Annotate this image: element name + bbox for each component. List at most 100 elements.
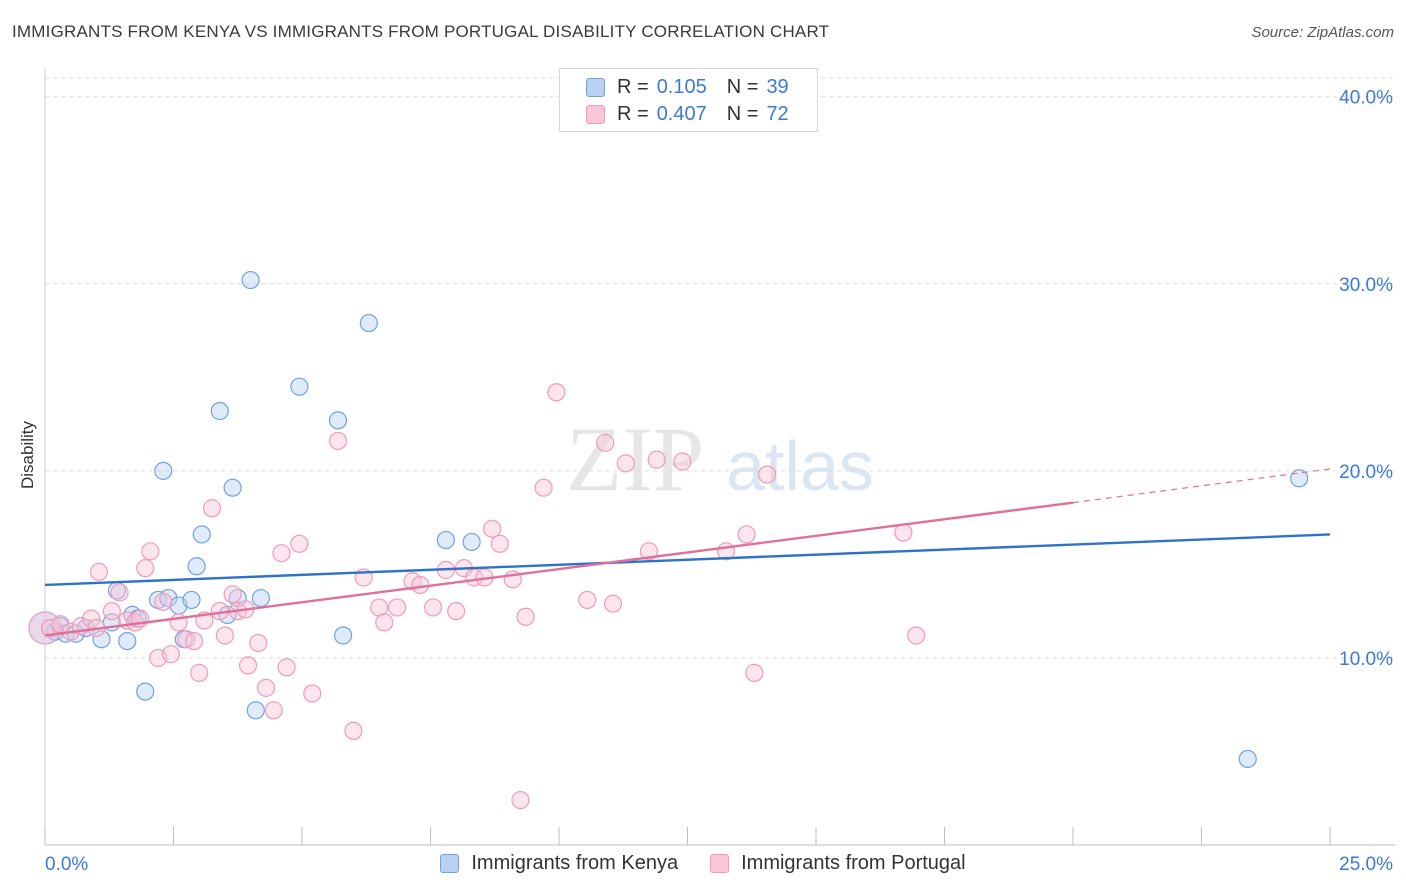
kenya-trend-line [44,533,1331,587]
portugal-point-16 [161,645,181,664]
legend-row-kenya: R = 0.105 N = 39 [586,75,789,99]
kenya-point-18 [182,590,201,610]
kenya-point-35 [1238,749,1257,769]
kenya-point-29 [328,411,348,430]
watermark-atlas: atlas [726,427,874,505]
portugal-point-62 [647,450,666,469]
portugal-point-7 [102,602,121,621]
portugal-point-54 [516,607,535,626]
kenya-point-32 [436,530,456,550]
portugal-point-57 [578,590,597,610]
portugal-point-22 [202,499,222,518]
legend-n-label: N = [726,75,759,98]
portugal-point-34 [290,534,309,553]
watermark-zip: ZIP [566,408,704,510]
portugal-point-6 [89,562,109,581]
portugal-point-68 [894,523,913,542]
portugal-point-60 [616,454,635,473]
portugal-trend-line [44,501,1074,637]
portugal-point-30 [256,678,276,697]
portugal-point-69 [907,626,926,645]
portugal-point-41 [387,598,407,617]
portugal-point-65 [737,525,756,544]
y-tick-label-2: 30.0% [1339,275,1393,296]
bottom-legend-label-portugal: Immigrants from Portugal [741,852,966,874]
axes [44,68,1395,846]
legend-n-value: 39 [766,75,789,98]
kenya-point-28 [290,377,309,396]
portugal-point-43 [411,575,430,595]
legend-r-label: R = [617,75,649,98]
portugal-point-32 [272,544,291,563]
portugal-point-58 [596,433,615,452]
kenya-point-19 [187,557,206,576]
kenya-point-6 [92,630,111,649]
portugal-point-25 [223,585,242,604]
portugal-point-19 [184,631,204,651]
kenya-point-27 [251,588,270,608]
portugal-point-28 [238,656,258,675]
trend-lines [44,468,1331,637]
legend-r-value: 0.407 [656,102,707,125]
source-label: Source: ZipAtlas.com [1251,24,1394,41]
watermark: ZIP atlas [566,408,874,510]
portugal-point-44 [423,598,443,617]
bottom-legend-swatch-kenya [440,854,460,873]
bottom-legend-swatch-portugal [710,854,730,873]
portugal-point-40 [375,613,394,632]
legend-r-value: 0.105 [656,75,707,98]
portugal-point-29 [249,633,268,653]
chart-title: IMMIGRANTS FROM KENYA VS IMMIGRANTS FROM… [12,22,830,41]
kenya-point-21 [210,401,229,421]
x-tick-label-min: 0.0% [45,854,88,875]
portugal-point-37 [344,721,363,740]
portugal-point-13 [141,542,160,561]
portugal-point-33 [277,658,296,677]
grid [45,77,1395,659]
portugal-point-67 [758,465,777,484]
x-tick-label-max: 25.0% [1339,854,1393,875]
portugal-point-20 [190,663,209,682]
y-tick-labels: 10.0% 20.0% 30.0% 40.0% [1339,88,1393,670]
portugal-point-50 [483,519,502,538]
portugal-point-12 [136,559,155,578]
kenya-point-30 [334,626,353,645]
bottom-legend-item-portugal: Immigrants from Portugal [710,852,966,875]
legend-r-label: R = [617,102,649,125]
portugal-point-59 [603,594,623,613]
legend: R = 0.105 N = 39 R = 0.407 N = 72 [559,68,818,132]
portugal-point-24 [215,626,234,645]
portugal-point-8 [110,583,129,602]
legend-swatch-kenya [586,77,605,97]
portugal-point-0 [41,618,60,638]
kenya-point-26 [246,701,265,720]
legend-n-value: 72 [766,102,789,125]
portugal-point-63 [673,452,692,471]
kenya-point-33 [462,532,481,552]
portugal-point-53 [511,791,530,810]
kenya-point-12 [136,682,155,701]
y-tick-label-0: 10.0% [1339,649,1393,670]
y-tick-label-3: 40.0% [1339,88,1393,109]
portugal-point-61 [639,542,659,561]
kenya-point-20 [192,525,211,544]
legend-n-label: N = [726,102,759,125]
legend-swatch-portugal [586,104,605,124]
portugal-point-36 [328,431,348,451]
portugal-point-51 [490,534,509,553]
series-kenya-points [28,270,1309,769]
portugal-point-15 [154,592,173,611]
portugal-point-55 [534,478,553,497]
bottom-legend-label-kenya: Immigrants from Kenya [471,852,679,874]
portugal-point-4 [82,609,101,628]
kenya-point-25 [241,270,260,290]
y-axis-label: Disability [18,420,37,489]
portugal-trend-line-extension [1072,468,1331,504]
bottom-legend: Immigrants from Kenya Immigrants from Po… [0,852,1406,875]
kenya-point-23 [223,478,242,497]
portugal-point-35 [303,684,322,703]
kenya-point-31 [359,313,378,333]
x-tick-labels: 0.0% 25.0% [45,854,1393,875]
legend-row-portugal: R = 0.407 N = 72 [586,102,789,126]
